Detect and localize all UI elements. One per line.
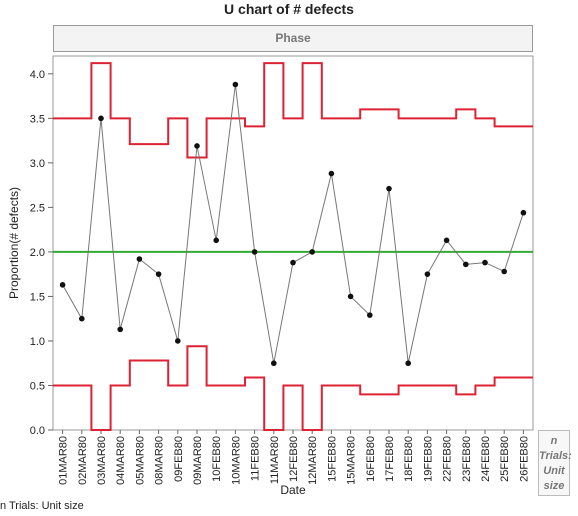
upper-control-limit bbox=[53, 62, 533, 159]
data-point bbox=[347, 293, 354, 300]
data-point bbox=[386, 185, 392, 192]
x-tick-label: 10MAR80 bbox=[230, 436, 242, 485]
x-tick-label: 18FEB80 bbox=[403, 436, 415, 482]
x-tick-label: 15FEB80 bbox=[326, 436, 338, 482]
x-tick-label: 12FEB80 bbox=[288, 436, 300, 482]
y-tick-label: 1.0 bbox=[30, 336, 45, 348]
data-point bbox=[136, 256, 143, 262]
footnote: n Trials: Unit size bbox=[0, 500, 84, 512]
data-point bbox=[482, 259, 488, 266]
y-tick-label: 3.0 bbox=[30, 158, 45, 170]
x-tick-label: 10FEB80 bbox=[211, 436, 223, 482]
y-tick-label: 2.5 bbox=[30, 202, 45, 214]
chart-title: U chart of # defects bbox=[224, 1, 354, 17]
x-tick-label: 02MAR80 bbox=[77, 436, 89, 485]
y-axis-title: Proportion(# defects) bbox=[7, 187, 21, 299]
phase-header[interactable]: Phase bbox=[53, 25, 533, 52]
x-tick-label: 12MAR80 bbox=[307, 436, 319, 485]
y-tick-label: 0.0 bbox=[30, 425, 45, 437]
data-point bbox=[328, 170, 335, 177]
n-trials-side-label[interactable]: n Trials: Unit size bbox=[538, 430, 572, 496]
data-point bbox=[367, 312, 373, 318]
y-tick-label: 1.5 bbox=[30, 291, 45, 303]
data-point bbox=[501, 268, 508, 275]
data-point bbox=[290, 259, 296, 266]
x-tick-label: 26FEB80 bbox=[518, 436, 530, 482]
lower-control-limit bbox=[53, 345, 533, 431]
x-tick-label: 04MAR80 bbox=[115, 436, 127, 485]
x-tick-label: 05MAR80 bbox=[134, 436, 146, 485]
data-point bbox=[463, 261, 469, 268]
x-tick-label: 11FEB80 bbox=[250, 436, 262, 481]
x-tick-label: 15MAR80 bbox=[346, 436, 358, 485]
y-tick-label: 0.5 bbox=[30, 380, 45, 392]
x-tick-label: 16FEB80 bbox=[365, 436, 377, 482]
y-axis: 0.0 0.5 1.0 1.5 2.0 2.5 3.0 3.5 4.0 bbox=[30, 69, 53, 437]
x-tick-label: 23FEB80 bbox=[461, 436, 473, 482]
data-point bbox=[405, 360, 412, 367]
x-axis-title: Date bbox=[280, 483, 306, 497]
data-point bbox=[424, 271, 431, 277]
data-point bbox=[175, 338, 181, 344]
plot-frame bbox=[52, 55, 534, 431]
x-axis: 01MAR80 02MAR80 03MAR80 04MAR80 05MAR80 08MAR… bbox=[58, 430, 530, 485]
x-tick-label: 22FEB80 bbox=[442, 436, 454, 482]
data-point bbox=[271, 360, 277, 367]
data-point bbox=[155, 271, 162, 277]
data-point bbox=[117, 326, 123, 333]
x-tick-label: 11MAR80 bbox=[269, 436, 281, 484]
data-point bbox=[232, 81, 239, 88]
x-tick-label: 03MAR80 bbox=[96, 436, 108, 485]
data-point bbox=[443, 237, 450, 244]
data-point bbox=[59, 282, 66, 288]
x-tick-label: 09FEB80 bbox=[173, 436, 185, 482]
data-point bbox=[213, 237, 219, 244]
x-tick-label: 24FEB80 bbox=[480, 436, 492, 482]
x-tick-label: 08MAR80 bbox=[154, 436, 166, 485]
x-tick-label: 17FEB80 bbox=[384, 436, 396, 482]
series-layer bbox=[53, 62, 533, 431]
data-point bbox=[79, 315, 85, 322]
side-label-line: Trials: bbox=[539, 450, 572, 462]
x-tick-label: 01MAR80 bbox=[58, 436, 70, 485]
data-point bbox=[251, 249, 258, 255]
side-label-line: n bbox=[550, 435, 558, 447]
data-point bbox=[309, 249, 316, 255]
data-point bbox=[194, 143, 200, 149]
y-tick-label: 2.0 bbox=[30, 247, 45, 259]
y-tick-label: 3.5 bbox=[30, 113, 45, 125]
x-tick-label: 09MAR80 bbox=[192, 436, 204, 485]
x-tick-label: 19FEB80 bbox=[422, 436, 434, 482]
x-tick-label: 25FEB80 bbox=[499, 436, 511, 482]
data-point bbox=[520, 209, 527, 216]
side-label-line: Unit bbox=[543, 465, 565, 477]
y-tick-label: 4.0 bbox=[30, 69, 45, 81]
side-label-line: size bbox=[543, 480, 565, 492]
data-point bbox=[98, 115, 104, 122]
